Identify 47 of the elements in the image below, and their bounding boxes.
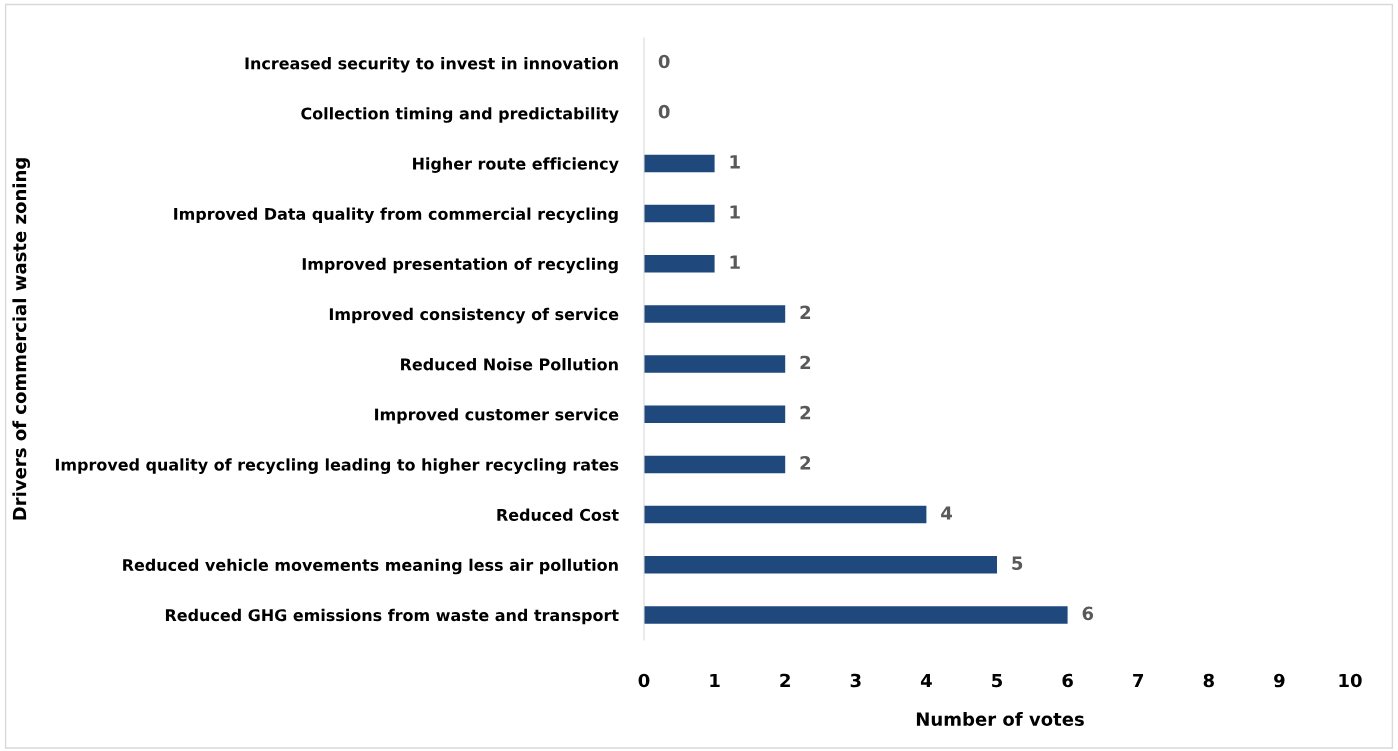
bar (644, 355, 786, 373)
data-label: 2 (800, 355, 811, 370)
bar (644, 154, 715, 173)
y-tick-label: Collection timing and predictability (301, 107, 619, 123)
data-label: 1 (730, 255, 740, 269)
y-tick-label: Improved Data quality from commercial recycling (174, 207, 618, 224)
x-tick-label: 1 (710, 673, 720, 688)
x-tick-label: 9 (1274, 673, 1285, 688)
bar (644, 405, 786, 424)
y-tick-label: Reduced vehicle movements meaning less air pollution (123, 558, 618, 575)
x-tick-label: 8 (1203, 673, 1214, 688)
data-label: 6 (1082, 606, 1094, 621)
y-tick-label: Improved customer service (375, 408, 619, 424)
y-tick-label: Higher route efficiency (413, 157, 619, 173)
bar (644, 555, 997, 574)
bar (644, 305, 786, 323)
bar (644, 254, 715, 273)
bar (644, 505, 927, 524)
data-label: 2 (800, 405, 811, 420)
bar (644, 455, 786, 474)
x-axis-title: Number of votes (916, 712, 1084, 726)
bar (644, 606, 1068, 624)
x-tick-label: 5 (992, 673, 1003, 688)
data-label: 1 (730, 205, 740, 219)
y-tick-label: Improved consistency of service (329, 307, 619, 324)
data-label: 0 (658, 54, 670, 69)
data-label: 2 (800, 305, 811, 319)
data-label: 5 (1012, 556, 1023, 570)
x-tick-label: 7 (1133, 673, 1144, 688)
y-tick-label: Reduced GHG emissions from waste and transport (165, 608, 619, 625)
y-tick-label: Improved presentation of recycling (302, 257, 618, 274)
y-tick-label: Reduced Noise Pollution (401, 358, 618, 371)
data-label: 1 (730, 155, 740, 169)
x-tick-label: 2 (780, 673, 790, 688)
bar (644, 204, 715, 223)
data-label: 4 (941, 506, 953, 520)
y-tick-label: Reduced Cost (497, 508, 619, 521)
x-tick-label: 4 (920, 673, 932, 688)
y-tick-label: Increased security to invest in innovation (245, 57, 618, 73)
x-tick-label: 3 (850, 673, 861, 688)
y-axis-title: Drivers of commercial waste zoning (12, 158, 30, 520)
y-tick-label: Improved quality of recycling leading to higher recycling rates (55, 458, 619, 474)
x-tick-label: 0 (638, 673, 650, 688)
x-tick-label: 10 (1339, 673, 1362, 688)
data-label: 0 (658, 104, 670, 119)
x-tick-label: 6 (1062, 673, 1073, 688)
data-label: 2 (800, 456, 811, 470)
